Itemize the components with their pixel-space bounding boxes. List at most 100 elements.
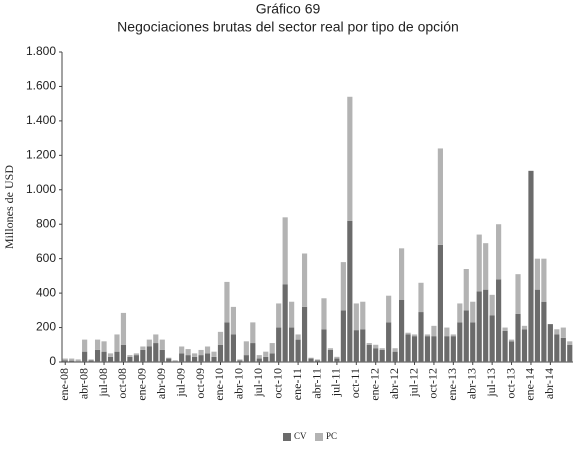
bar-segment: [327, 349, 334, 362]
bar-segment: [308, 357, 314, 359]
bar-segment: [185, 349, 191, 356]
bar-segment: [483, 243, 489, 290]
bar-segment: [554, 334, 560, 362]
bar-segment: [237, 359, 243, 361]
bar-segment: [424, 334, 431, 337]
bar-segment: [75, 359, 81, 362]
bar-segment: [127, 355, 133, 357]
bar-segment: [289, 301, 295, 328]
bar-segment: [146, 346, 152, 362]
bar-segment: [321, 298, 327, 330]
bar-segment: [489, 315, 495, 362]
legend-swatch: [283, 433, 291, 441]
x-tick-label: oct-12: [426, 368, 440, 399]
x-tick-label: jul-10: [251, 368, 265, 398]
bar-segment: [457, 322, 463, 362]
bar-segment: [230, 306, 236, 335]
bar-segment: [295, 339, 301, 362]
y-tick-label: 600: [36, 251, 56, 265]
bar-segment: [534, 258, 541, 290]
bar-segment: [276, 327, 282, 362]
bar-segment: [340, 262, 346, 311]
bar-segment: [282, 217, 288, 285]
bar-segment: [127, 356, 133, 362]
x-tick-label: ene-11: [290, 368, 304, 400]
bar-segment: [204, 353, 211, 362]
bar-segment: [496, 279, 502, 362]
bar-segment: [282, 284, 288, 362]
bar-segment: [179, 346, 185, 354]
legend-label: PC: [326, 431, 337, 441]
bar-segment: [347, 220, 353, 362]
bar-segment: [508, 341, 515, 362]
bar-segment: [327, 348, 334, 350]
x-tick-label: abr-12: [387, 368, 401, 399]
bar-segment: [392, 351, 398, 362]
x-tick-label: abr-14: [542, 368, 556, 399]
bar-segment: [166, 357, 172, 359]
bar-segment: [140, 349, 146, 362]
bar-segment: [560, 337, 566, 362]
bar-segment: [340, 310, 346, 362]
x-tick-label: jul-11: [329, 368, 343, 397]
bar-segment: [217, 344, 224, 362]
bar-segment: [204, 346, 211, 354]
bar-segment: [69, 358, 75, 361]
bar-segment: [431, 336, 437, 362]
bar-segment: [405, 334, 411, 362]
x-tick-label: ene-12: [367, 368, 381, 401]
bar-segment: [133, 355, 139, 362]
y-tick-label: 800: [36, 216, 56, 230]
bar-segment: [69, 360, 75, 362]
bar-segment: [418, 312, 424, 362]
bar-segment: [347, 96, 353, 221]
bar-segment: [159, 339, 165, 350]
bar-segment: [373, 344, 379, 349]
bar-segment: [301, 253, 308, 307]
bar-segment: [386, 322, 392, 362]
bar-segment: [101, 341, 107, 352]
bar-segment: [502, 331, 508, 362]
x-tick-label: oct-11: [348, 368, 362, 398]
bar-segment: [243, 341, 249, 356]
legend-label: CV: [294, 431, 307, 441]
bar-segment: [107, 356, 114, 362]
bar-segment: [437, 244, 443, 362]
bar-segment: [185, 355, 191, 362]
bar-segment: [489, 294, 495, 316]
bar-segment: [534, 289, 541, 362]
bar-segment: [314, 359, 321, 361]
bar-segment: [392, 348, 398, 352]
bar-segment: [269, 343, 275, 354]
bar-segment: [82, 351, 88, 362]
x-tick-label: oct-09: [193, 368, 207, 399]
bar-segment: [554, 329, 560, 335]
x-tick-label: oct-13: [503, 368, 517, 399]
bar-segment: [314, 360, 321, 362]
bar-segment: [502, 327, 508, 331]
bar-segment: [88, 360, 94, 362]
bar-segment: [114, 351, 120, 362]
bar-segment: [62, 358, 68, 361]
x-tick-label: jul-13: [484, 368, 498, 398]
bar-segment: [508, 339, 515, 342]
bar-segment: [88, 359, 94, 361]
x-tick-label: jul-08: [96, 368, 110, 398]
bar-segment: [567, 344, 573, 362]
x-tick-label: abr-08: [76, 368, 90, 399]
bar-segment: [515, 274, 521, 314]
x-tick-label: ene-08: [57, 368, 71, 401]
chart-title: Gráfico 69: [256, 1, 321, 17]
bar-segment: [366, 343, 372, 345]
y-tick-label: 1.600: [26, 79, 56, 93]
bar-segment: [192, 356, 198, 362]
bar-segment: [224, 281, 230, 323]
bar-segment: [198, 349, 204, 356]
x-tick-label: ene-14: [523, 368, 537, 401]
bar-segment: [476, 291, 482, 362]
bar-segment: [444, 327, 450, 337]
bar-segment: [159, 349, 165, 362]
bar-segment: [256, 355, 262, 359]
bar-segment: [269, 353, 275, 362]
bar-segment: [470, 301, 476, 323]
